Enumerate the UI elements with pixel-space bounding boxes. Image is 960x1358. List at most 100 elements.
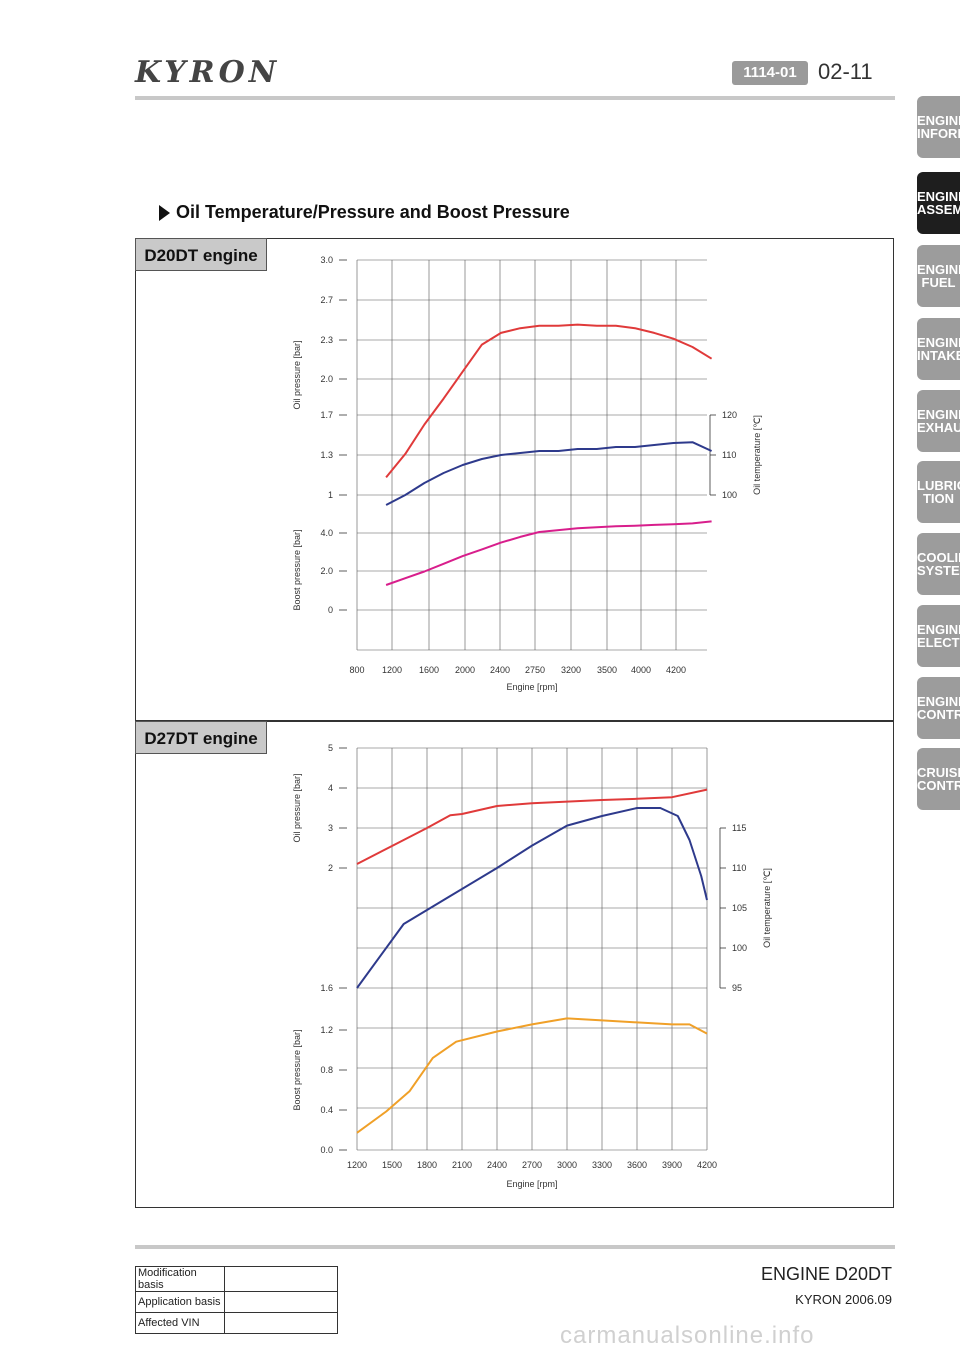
oil-temperature-tick-label: 95 bbox=[732, 983, 742, 993]
oil-temperature-tick-label: 105 bbox=[732, 903, 747, 913]
oil-pressure-tick-label: 2.7 bbox=[320, 295, 333, 305]
boost-pressure-tick-label: 1.2 bbox=[320, 1025, 333, 1035]
d20dt-engine-tag: D20DT engine bbox=[135, 238, 267, 271]
oil-temperature-tick-label: 110 bbox=[732, 863, 746, 873]
tab-line2: SYSTEM bbox=[917, 563, 960, 578]
tab-line1: COOLING bbox=[917, 550, 960, 565]
oil-temperature-tick-label: 110 bbox=[722, 450, 736, 460]
tab-line2: ELECTRI bbox=[917, 635, 960, 650]
x-tick-label: 2400 bbox=[490, 665, 510, 675]
oil-pressure-tick-label: 2.0 bbox=[320, 374, 333, 384]
tab-line2: EXHAUST bbox=[917, 420, 960, 435]
tab-line1: ENGINE bbox=[917, 262, 960, 277]
table-cell-label: Modification basis bbox=[135, 1266, 225, 1292]
table-cell-value bbox=[224, 1266, 338, 1292]
oil-pressure-tick-label: 1 bbox=[328, 490, 333, 500]
oil-temperature-series-line bbox=[356, 807, 708, 989]
footer-model-date: KYRON 2006.09 bbox=[795, 1292, 892, 1307]
d27dt-chart: 2 3 4 5 0.0 0.4 0.8 1.2 1.6 Oil pressure [bar] Boo… bbox=[292, 743, 772, 1189]
boost-pressure-series-line bbox=[356, 1017, 708, 1134]
x-tick-label: 1500 bbox=[382, 1160, 402, 1170]
x-tick-label: 3300 bbox=[592, 1160, 612, 1170]
boost-pressure-tick-label: 1.6 bbox=[320, 983, 333, 993]
d27dt-engine-tag: D27DT engine bbox=[135, 721, 267, 754]
oil-pressure-series-line bbox=[356, 788, 708, 865]
oil-pressure-tick-label: 2.3 bbox=[320, 335, 333, 345]
oil-temperature-axis-label: Oil temperature [℃] bbox=[752, 415, 762, 495]
oil-pressure-tick-label: 3 bbox=[328, 823, 333, 833]
oil-temperature-tick-label: 115 bbox=[732, 823, 746, 833]
x-tick-label: 1600 bbox=[419, 665, 439, 675]
x-tick-label: 2700 bbox=[522, 1160, 542, 1170]
tab-line1: CRUISE bbox=[917, 765, 960, 780]
tab-line1: ENGINE bbox=[917, 407, 960, 422]
oil-pressure-series-line bbox=[385, 323, 713, 479]
tab-line2: ASSEMBL bbox=[917, 202, 960, 217]
x-tick-label: 2750 bbox=[525, 665, 545, 675]
table-cell-value bbox=[224, 1291, 338, 1313]
x-axis-label: Engine [rpm] bbox=[506, 1179, 557, 1189]
boost-pressure-tick-label: 0.8 bbox=[320, 1065, 333, 1075]
oil-temperature-tick-label: 100 bbox=[722, 490, 737, 500]
x-tick-label: 3500 bbox=[597, 665, 617, 675]
x-tick-label: 800 bbox=[349, 665, 364, 675]
side-tab-engine-assembly[interactable]: ENGINEASSEMBL bbox=[917, 172, 960, 234]
side-tab-lubrication[interactable]: LUBRICATION bbox=[917, 461, 960, 523]
x-tick-label: 4000 bbox=[631, 665, 651, 675]
watermark-text: carmanualsonline.info bbox=[560, 1322, 815, 1349]
x-tick-label: 2400 bbox=[487, 1160, 507, 1170]
tab-line1: ENGINE bbox=[917, 335, 960, 350]
section-arrow-icon bbox=[159, 205, 170, 221]
boost-pressure-axis-label: Boost pressure [bar] bbox=[292, 1029, 302, 1110]
brand-logo: KYRON bbox=[135, 55, 281, 90]
side-tab-cooling-system[interactable]: COOLINGSYSTEM bbox=[917, 533, 960, 595]
table-cell-value bbox=[224, 1312, 338, 1334]
oil-pressure-tick-label: 5 bbox=[328, 743, 333, 753]
x-tick-label: 4200 bbox=[666, 665, 686, 675]
tab-line2: TION bbox=[922, 491, 955, 506]
side-tab-engine-exhaust[interactable]: ENGINEEXHAUST bbox=[917, 390, 960, 452]
x-tick-label: 3200 bbox=[561, 665, 581, 675]
header-divider bbox=[135, 96, 895, 100]
side-tab-engine-information[interactable]: ENGINEINFORMA bbox=[917, 96, 960, 158]
x-tick-label: 1800 bbox=[417, 1160, 437, 1170]
table-cell-label: Affected VIN bbox=[135, 1312, 225, 1334]
oil-pressure-tick-label: 3.0 bbox=[320, 255, 333, 265]
x-tick-label: 3000 bbox=[557, 1160, 577, 1170]
oil-pressure-axis-label: Oil pressure [bar] bbox=[292, 773, 302, 842]
side-tab-cruise-control[interactable]: CRUISECONTRO bbox=[917, 748, 960, 810]
boost-pressure-tick-label: 0.0 bbox=[320, 1145, 333, 1155]
boost-pressure-tick-label: 0.4 bbox=[320, 1105, 333, 1115]
d20dt-chart: 1 1.3 1.7 2.0 2.3 2.7 3.0 0 2.0 4.0 Oil pressure [… bbox=[292, 255, 762, 692]
tab-line2: FUEL bbox=[921, 275, 956, 290]
tab-line2: INTAKE bbox=[917, 348, 960, 363]
side-tab-engine-fuel[interactable]: ENGINEFUEL bbox=[917, 245, 960, 307]
oil-temperature-axis-label: Oil temperature [℃] bbox=[762, 868, 772, 948]
tab-line1: ENGINE bbox=[917, 113, 960, 128]
table-row: Application basis bbox=[135, 1291, 338, 1313]
side-tab-engine-electrical[interactable]: ENGINEELECTRI bbox=[917, 605, 960, 667]
oil-temperature-tick-label: 120 bbox=[722, 410, 737, 420]
boost-pressure-tick-label: 0 bbox=[328, 605, 333, 615]
boost-pressure-tick-label: 2.0 bbox=[320, 566, 333, 576]
table-cell-label: Application basis bbox=[135, 1291, 225, 1313]
tab-line2: INFORMA bbox=[917, 126, 960, 141]
oil-pressure-tick-label: 4 bbox=[328, 783, 333, 793]
x-tick-label: 3600 bbox=[627, 1160, 647, 1170]
oil-pressure-tick-label: 1.7 bbox=[320, 410, 333, 420]
x-tick-label: 4200 bbox=[697, 1160, 717, 1170]
oil-pressure-axis-label: Oil pressure [bar] bbox=[292, 340, 302, 409]
section-title: Oil Temperature/Pressure and Boost Press… bbox=[176, 202, 570, 222]
footer-engine-title: ENGINE D20DT bbox=[760, 1264, 892, 1284]
boost-pressure-tick-label: 4.0 bbox=[320, 528, 333, 538]
tab-line1: ENGINE bbox=[917, 189, 960, 204]
boost-pressure-series-line bbox=[385, 520, 712, 586]
side-tab-engine-control[interactable]: ENGINECONTRO bbox=[917, 677, 960, 739]
tab-line1: LUBRICA bbox=[917, 478, 960, 493]
table-row: Affected VIN bbox=[135, 1312, 338, 1334]
side-tab-engine-intake[interactable]: ENGINEINTAKE bbox=[917, 318, 960, 380]
x-tick-label: 2000 bbox=[455, 665, 475, 675]
tab-line1: ENGINE bbox=[917, 694, 960, 709]
